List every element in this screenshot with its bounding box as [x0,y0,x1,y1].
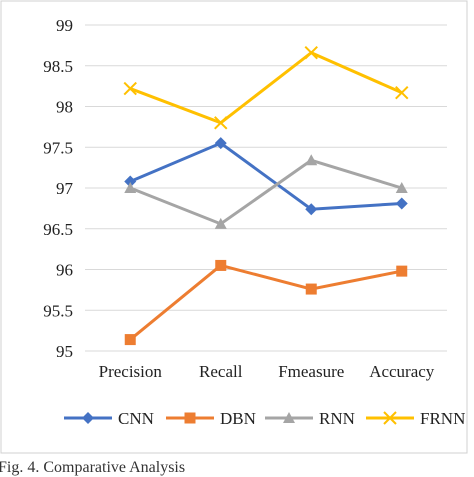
y-tick-label: 95 [56,342,73,361]
data-point-rnn [395,182,408,193]
series-line-cnn [129,141,402,211]
data-point-dbn [215,259,227,271]
x-tick-label: Recall [199,362,243,381]
series-frnn [123,46,409,130]
y-tick-label: 98.5 [43,57,73,76]
legend-label-cnn: CNN [118,409,154,428]
data-point-frnn [395,85,409,100]
legend-item-dbn: DBN [166,409,256,428]
legend-label-rnn: RNN [319,409,355,428]
line-chart: 95 95.5 96 96.5 97 97.5 98 98.5 99 Precision Reca… [0,0,468,454]
y-tick-label: 95.5 [43,301,73,320]
legend: CNN DBN RNN FRNN [64,409,465,428]
series-line-frnn [129,50,403,125]
legend-label-frnn: FRNN [420,409,465,428]
data-point-cnn [395,197,408,210]
y-tick-label: 99 [56,16,73,35]
data-point-rnn [214,217,227,229]
data-point-frnn [214,116,228,130]
series-line-rnn [129,158,403,226]
data-point-rnn [124,182,137,193]
x-axis-tick-labels: Precision Recall Fmeasure Accuracy [99,362,435,381]
legend-item-cnn: CNN [64,409,154,428]
chart-frame [0,0,468,454]
legend-item-rnn: RNN [265,409,355,428]
y-tick-label: 97 [56,179,74,198]
series-lines [123,46,409,346]
y-tick-label: 98 [56,98,73,117]
series-dbn [124,259,408,346]
data-point-dbn [396,265,408,277]
legend-label-dbn: DBN [220,409,256,428]
legend-marker-dbn [184,412,196,424]
y-tick-label: 97.5 [43,138,73,157]
grid-lines [85,24,447,352]
data-point-cnn [214,137,227,150]
data-point-dbn [124,334,136,346]
figure-caption: Fig. 4. Comparative Analysis [0,459,186,476]
data-point-frnn [123,81,137,96]
y-axis-tick-labels: 95 95.5 96 96.5 97 97.5 98 98.5 99 [43,16,73,361]
series-cnn [124,137,408,216]
series-rnn [124,154,408,229]
legend-marker-frnn [383,411,397,425]
x-tick-label: Fmeasure [278,362,344,381]
y-tick-label: 96.5 [43,220,73,239]
data-point-rnn [305,154,318,166]
legend-marker-rnn [283,412,295,423]
series-line-dbn [129,263,403,341]
data-point-dbn [305,283,317,295]
data-point-cnn [305,203,318,216]
legend-marker-cnn [82,412,94,424]
data-point-cnn [124,175,137,188]
y-tick-label: 96 [56,261,73,280]
legend-item-frnn: FRNN [366,409,465,428]
x-tick-label: Accuracy [369,362,435,381]
data-point-frnn [304,46,318,60]
x-tick-label: Precision [99,362,163,381]
